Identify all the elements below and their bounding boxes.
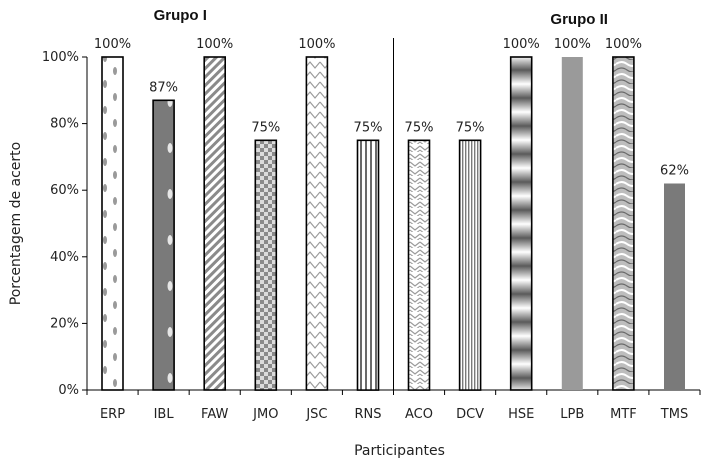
data-label-mtf: 100% [605, 37, 642, 52]
category-label-mtf: MTF [610, 407, 637, 422]
bar-rns [356, 139, 380, 391]
data-label-lpb: 100% [554, 37, 591, 52]
category-label-tms: TMS [660, 407, 688, 422]
bar-erp [101, 56, 124, 391]
category-label-lpb: LPB [560, 407, 584, 422]
category-label-erp: ERP [100, 407, 125, 422]
bar-lpb [561, 57, 583, 390]
bar-jmo [254, 139, 278, 391]
data-label-faw: 100% [196, 37, 233, 52]
bar-tms [664, 183, 685, 390]
bar-mtf [612, 56, 635, 391]
category-label-aco: ACO [405, 407, 433, 422]
data-label-rns: 75% [354, 120, 383, 135]
y-axis-title: Porcentagem de acerto [8, 142, 24, 305]
data-label-jsc: 100% [298, 37, 335, 52]
bar-ibl [152, 99, 175, 391]
bar-jsc [305, 56, 329, 391]
data-label-ibl: 87% [149, 80, 178, 95]
category-label-dcv: DCV [456, 407, 484, 422]
data-label-erp: 100% [94, 37, 131, 52]
category-label-rns: RNS [354, 407, 381, 422]
category-label-jmo: JMO [252, 407, 278, 422]
group-title-1: Grupo I [154, 7, 207, 24]
category-label-jsc: JSC [305, 407, 327, 422]
y-tick-label: 80% [50, 117, 79, 132]
y-tick-label: 60% [50, 183, 79, 198]
x-axis-title: Participantes [354, 443, 445, 459]
data-label-tms: 62% [660, 164, 689, 179]
bar-faw [203, 56, 226, 391]
data-label-aco: 75% [405, 120, 434, 135]
y-tick-label: 100% [42, 50, 79, 65]
category-label-ibl: IBL [154, 407, 175, 422]
bar-dcv [458, 139, 482, 391]
category-label-faw: FAW [201, 407, 228, 422]
data-label-hse: 100% [503, 37, 540, 52]
bar-hse [509, 56, 533, 391]
data-label-jmo: 75% [251, 120, 280, 135]
data-label-dcv: 75% [456, 120, 485, 135]
y-tick-label: 40% [50, 250, 79, 265]
y-tick-label: 20% [50, 316, 79, 331]
bar-aco [407, 139, 431, 391]
category-label-hse: HSE [508, 407, 534, 422]
group-title-2: Grupo II [550, 11, 608, 28]
y-tick-label: 0% [58, 383, 79, 398]
